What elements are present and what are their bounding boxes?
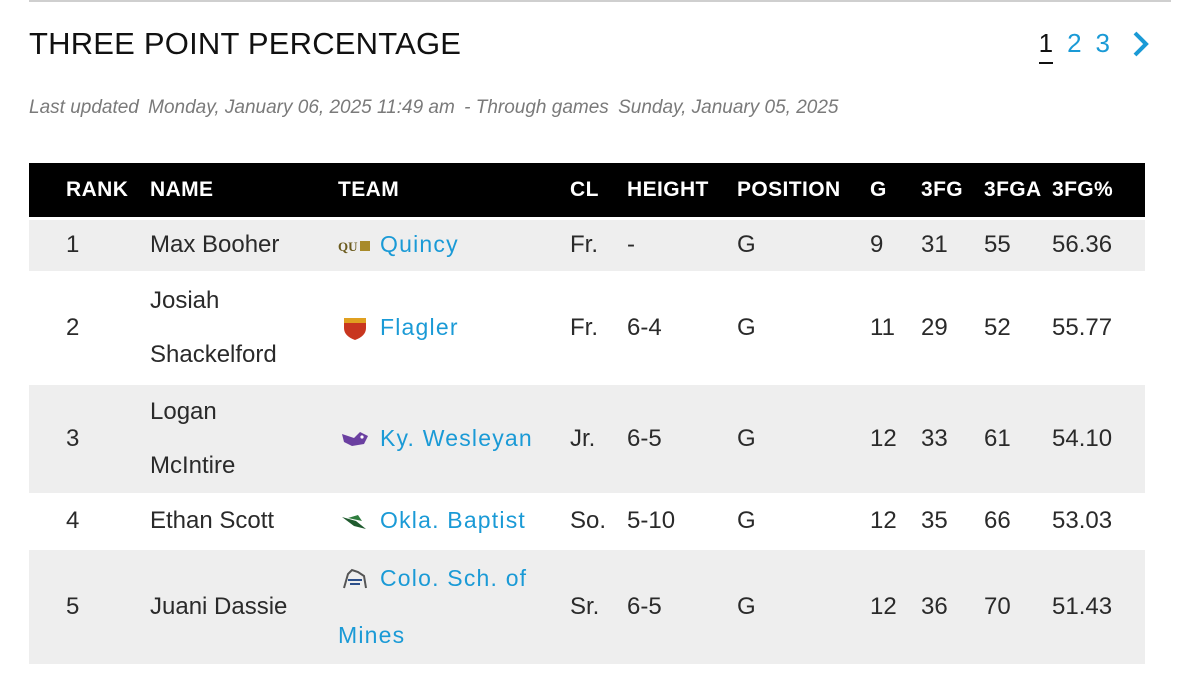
last-updated-date: Monday, January 06, 2025 11:49 am xyxy=(148,97,455,118)
table-row: 3 Logan McIntire Ky. Wesleyan Jr. 6-5 G … xyxy=(29,383,1145,494)
top-divider xyxy=(29,0,1171,2)
stats-table: RANK NAME TEAM CL HEIGHT POSITION G 3FG … xyxy=(29,163,1145,664)
3fgpct-cell: 54.10 xyxy=(1052,424,1113,452)
3fga-cell: 61 xyxy=(984,424,1011,452)
last-updated-label: Last updated xyxy=(29,97,139,118)
player-name: Juani Dassie xyxy=(150,592,288,620)
rank-cell: 3 xyxy=(66,424,80,452)
col-rank-header[interactable]: RANK xyxy=(66,177,129,201)
col-height-header[interactable]: HEIGHT xyxy=(627,177,709,201)
flagler-logo-icon xyxy=(344,318,366,341)
table-row: 2 Josiah Shackelford Flagler Fr. 6-4 G 1… xyxy=(29,272,1145,383)
team-cell: Flagler xyxy=(338,272,570,383)
table-row: 1 Max Booher QU Quincy Fr. - G 9 31 55 5… xyxy=(29,218,1145,272)
team-link[interactable]: Flagler xyxy=(380,313,459,340)
team-cell: Okla. Baptist xyxy=(338,494,570,548)
stats-table-container: RANK NAME TEAM CL HEIGHT POSITION G 3FG … xyxy=(29,163,1145,664)
class-cell: Sr. xyxy=(570,592,600,620)
col-position-header[interactable]: POSITION xyxy=(737,177,841,201)
height-cell: 6-5 xyxy=(627,424,662,452)
team-link[interactable]: Ky. Wesleyan xyxy=(380,424,533,451)
3fga-cell: 70 xyxy=(984,592,1011,620)
page-1-link[interactable]: 1 xyxy=(1038,26,1054,64)
player-name-line2: McIntire xyxy=(150,451,236,479)
class-cell: Fr. xyxy=(570,231,598,258)
col-team-header[interactable]: TEAM xyxy=(338,177,400,201)
height-cell: 6-4 xyxy=(627,313,662,341)
games-cell: 9 xyxy=(870,231,884,258)
3fga-cell: 55 xyxy=(984,231,1011,258)
table-header-row: RANK NAME TEAM CL HEIGHT POSITION G 3FG … xyxy=(29,163,1145,218)
through-games-date: Sunday, January 05, 2025 xyxy=(618,97,839,118)
height-cell: 6-5 xyxy=(627,592,662,620)
games-cell: 12 xyxy=(870,507,897,534)
team-cell: QU Quincy xyxy=(338,218,570,272)
next-page-button[interactable] xyxy=(1124,26,1158,62)
3fgpct-cell: 51.43 xyxy=(1052,592,1113,620)
3fg-cell: 36 xyxy=(921,592,948,620)
col-class-header[interactable]: CL xyxy=(570,177,599,201)
table-row: 4 Ethan Scott Okla. Baptist So. 5-10 G 1… xyxy=(29,494,1145,548)
position-cell: G xyxy=(737,424,756,452)
through-games-label: - Through games xyxy=(464,97,609,118)
team-cell: Colo. Sch. of Mines xyxy=(338,548,570,664)
col-3fgpct-header[interactable]: 3FG% xyxy=(1052,177,1114,201)
position-cell: G xyxy=(737,313,756,341)
team-link[interactable]: Colo. Sch. of Mines xyxy=(338,564,528,648)
okla-baptist-logo-icon xyxy=(342,514,366,529)
team-cell: Ky. Wesleyan xyxy=(338,383,570,494)
chevron-right-icon xyxy=(1133,31,1149,57)
team-link[interactable]: Quincy xyxy=(380,231,459,257)
player-name-line2: Shackelford xyxy=(150,340,277,368)
3fgpct-cell: 53.03 xyxy=(1052,507,1113,534)
3fga-cell: 66 xyxy=(984,507,1011,534)
svg-text:QU: QU xyxy=(338,239,358,254)
3fg-cell: 35 xyxy=(921,507,948,534)
col-games-header[interactable]: G xyxy=(870,177,887,201)
position-cell: G xyxy=(737,507,756,534)
pagination: 1 2 3 xyxy=(1038,26,1158,64)
team-link[interactable]: Okla. Baptist xyxy=(380,507,526,533)
height-cell: - xyxy=(627,231,635,258)
player-name-line1: Josiah xyxy=(150,286,220,314)
page-title: THREE POINT PERCENTAGE xyxy=(29,26,462,61)
col-3fga-header[interactable]: 3FGA xyxy=(984,177,1042,201)
colo-mines-logo-icon xyxy=(343,569,367,589)
rank-cell: 5 xyxy=(66,592,80,620)
table-row: 5 Juani Dassie Colo. Sch. of Mines Sr. 6… xyxy=(29,548,1145,664)
3fga-cell: 52 xyxy=(984,313,1011,341)
quincy-logo-icon: QU xyxy=(338,239,370,254)
3fgpct-cell: 55.77 xyxy=(1052,313,1113,341)
last-updated-line: Last updated Monday, January 06, 2025 11… xyxy=(29,97,843,119)
class-cell: Fr. xyxy=(570,313,598,341)
page-3-link[interactable]: 3 xyxy=(1095,28,1110,58)
player-name-cell: Logan McIntire xyxy=(150,383,338,494)
3fg-cell: 29 xyxy=(921,313,948,341)
ky-wesleyan-logo-icon xyxy=(342,432,368,447)
player-name-cell: Josiah Shackelford xyxy=(150,272,338,383)
games-cell: 11 xyxy=(870,313,895,341)
games-cell: 12 xyxy=(870,592,897,620)
player-name-line1: Logan xyxy=(150,397,217,425)
3fgpct-cell: 56.36 xyxy=(1052,231,1113,258)
player-name: Max Booher xyxy=(150,231,280,258)
rank-cell: 1 xyxy=(66,231,80,258)
position-cell: G xyxy=(737,592,756,620)
player-name: Ethan Scott xyxy=(150,507,275,534)
class-cell: Jr. xyxy=(570,424,596,452)
position-cell: G xyxy=(737,231,756,258)
height-cell: 5-10 xyxy=(627,507,676,534)
col-3fg-header[interactable]: 3FG xyxy=(921,177,964,201)
col-name-header[interactable]: NAME xyxy=(150,177,214,201)
rank-cell: 4 xyxy=(66,507,80,534)
games-cell: 12 xyxy=(870,424,897,452)
page-2-link[interactable]: 2 xyxy=(1067,28,1082,58)
3fg-cell: 33 xyxy=(921,424,948,452)
3fg-cell: 31 xyxy=(921,231,948,258)
class-cell: So. xyxy=(570,507,607,534)
rank-cell: 2 xyxy=(66,313,80,341)
